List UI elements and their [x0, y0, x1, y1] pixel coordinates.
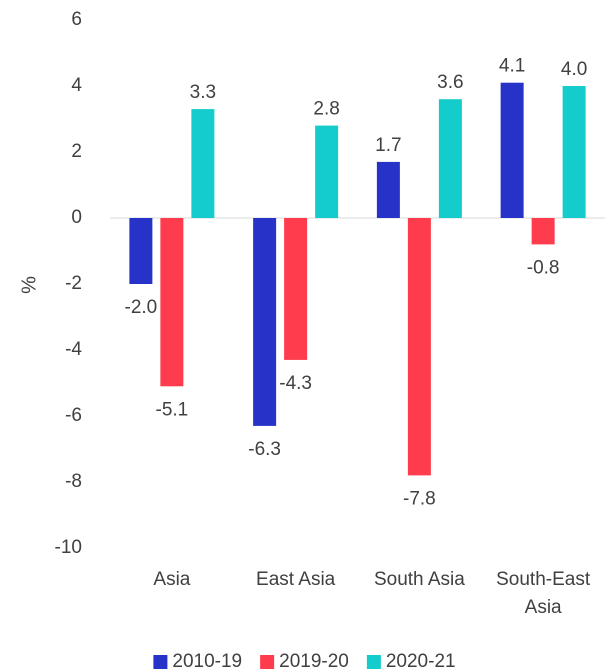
y-tick-label: 6 [71, 9, 82, 30]
bar-2019-20 [407, 218, 431, 476]
category-label: Asia [153, 569, 190, 590]
legend-swatch [260, 655, 275, 669]
bar-2019-20 [160, 218, 184, 387]
legend-label: 2010-19 [172, 651, 242, 671]
bar-2020-21 [562, 86, 586, 218]
data-label: 4.1 [499, 56, 525, 77]
data-label: -5.1 [156, 399, 189, 420]
data-label: 2.8 [313, 99, 339, 120]
category-label: Asia [525, 597, 562, 618]
bar-2019-20 [284, 218, 308, 360]
bar-2010-19 [129, 218, 153, 284]
bar-2019-20 [531, 218, 555, 245]
category-label: East Asia [256, 569, 336, 590]
category-label: South-East [496, 569, 591, 590]
y-tick-label: -2 [65, 273, 82, 294]
y-axis-ticks: 6 4 2 0 -2 -4 -6 -8 -10 [55, 9, 83, 558]
legend-swatch [153, 655, 168, 669]
bar-2020-21 [315, 125, 339, 218]
y-tick-label: -4 [65, 339, 82, 360]
data-label: -7.8 [403, 488, 436, 509]
bar-2010-19 [376, 161, 400, 218]
data-label: -6.3 [248, 439, 281, 460]
y-tick-label: -6 [65, 405, 82, 426]
data-label: 4.0 [561, 59, 587, 80]
y-tick-label: -8 [65, 471, 82, 492]
bar-2010-19 [500, 82, 524, 218]
bars [129, 82, 586, 476]
data-label: 1.7 [375, 135, 401, 156]
bar-2020-21 [191, 109, 215, 218]
legend-label: 2020-21 [386, 651, 456, 671]
category-label: South Asia [374, 569, 465, 590]
legend-label: 2019-20 [279, 651, 349, 671]
y-tick-label: 4 [71, 75, 82, 96]
data-label: -4.3 [279, 373, 312, 394]
y-axis-title: % [18, 276, 40, 294]
legend-swatch [366, 655, 381, 669]
data-label: -0.8 [527, 257, 560, 278]
data-label: 3.6 [437, 72, 463, 93]
bar-2020-21 [438, 99, 462, 218]
data-label: 3.3 [190, 82, 216, 103]
legend-item: 2010-19 [153, 651, 242, 671]
data-labels: -2.0 -5.1 3.3 -6.3 -4.3 2.8 1.7 -7.8 3.6 4.1 -0.8 4… [125, 56, 588, 510]
category-labels: Asia East Asia South Asia South-East Asia [153, 569, 590, 618]
y-tick-label: -10 [55, 537, 82, 558]
legend-item: 2019-20 [260, 651, 349, 671]
legend-item: 2020-21 [366, 651, 456, 671]
y-tick-label: 2 [71, 141, 82, 162]
legend: 2010-19 2019-20 2020-21 [153, 651, 456, 671]
y-tick-label: 0 [71, 207, 82, 228]
bar-2010-19 [253, 218, 277, 426]
data-label: -2.0 [125, 297, 158, 318]
